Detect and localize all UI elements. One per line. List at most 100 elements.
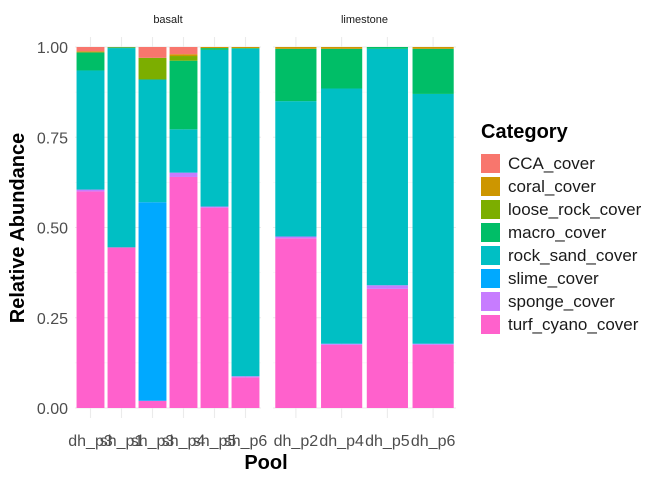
bar-segment-macro_cover — [231, 48, 260, 49]
legend-item-coral_cover: coral_cover — [481, 175, 641, 198]
bar-dh_p2 — [275, 47, 317, 408]
legend-swatch — [481, 292, 500, 311]
bar-segment-CCA_cover — [76, 47, 105, 52]
bar-segment-sponge_cover — [321, 343, 363, 345]
legend-swatch — [481, 200, 500, 219]
bar-segment-macro_cover — [200, 48, 229, 50]
legend-swatch — [481, 223, 500, 242]
bar-segment-turf_cyano_cover — [321, 344, 363, 408]
bar-sh_p4 — [169, 47, 198, 408]
y-axis-title: Relative Abundance — [7, 133, 29, 323]
legend-item-rock_sand_cover: rock_sand_cover — [481, 244, 641, 267]
y-tick-label: 0.00 — [37, 401, 68, 418]
bar-segment-sponge_cover — [275, 236, 317, 239]
bar-sh_p6 — [231, 47, 260, 408]
legend-item-loose_rock_cover: loose_rock_cover — [481, 198, 641, 221]
bar-segment-sponge_cover — [412, 343, 454, 345]
bar-segment-coral_cover — [76, 51, 105, 53]
bar-segment-rock_sand_cover — [138, 79, 167, 203]
legend-label: loose_rock_cover — [508, 199, 642, 219]
x-tick-label: sh_p3 — [131, 433, 175, 450]
bar-segment-rock_sand_cover — [107, 48, 136, 248]
y-tick-label: 0.25 — [37, 311, 68, 328]
x-tick-label: dh_p2 — [274, 433, 319, 450]
bar-segment-turf_cyano_cover — [200, 207, 229, 408]
bar-dh_p5 — [366, 47, 408, 408]
bar-dh_p4 — [321, 47, 363, 408]
bar-segment-loose_rock_cover — [138, 57, 167, 80]
legend-label: sponge_cover — [508, 291, 615, 311]
legend-label: slime_cover — [508, 268, 599, 288]
x-axis-title: Pool — [244, 452, 287, 474]
bar-segment-coral_cover — [169, 54, 198, 57]
bar-segment-rock_sand_cover — [321, 88, 363, 344]
y-tick-label: 0.50 — [37, 221, 68, 238]
bar-dh_p6 — [412, 47, 454, 408]
legend-title: Category — [481, 121, 568, 143]
x-tick-label: sh_p1 — [100, 433, 144, 450]
legend: Category CCA_cover coral_cover loose_rock_… — [481, 121, 641, 336]
legend-item-CCA_cover: CCA_cover — [481, 152, 641, 175]
bar-segment-macro_cover — [107, 47, 136, 49]
bar-segment-rock_sand_cover — [275, 101, 317, 237]
bar-sh_p3 — [138, 47, 167, 408]
legend-label: macro_cover — [508, 222, 607, 242]
bar-segment-sponge_cover — [76, 189, 105, 192]
bar-segment-macro_cover — [412, 48, 454, 94]
bar-segment-turf_cyano_cover — [138, 400, 167, 408]
bar-segment-loose_rock_cover — [169, 56, 198, 61]
facet-strip-label: basalt — [153, 14, 182, 26]
bar-segment-turf_cyano_cover — [169, 176, 198, 408]
bar-segment-sponge_cover — [169, 172, 198, 177]
bar-segment-rock_sand_cover — [200, 49, 229, 207]
legend-swatch — [481, 154, 500, 173]
bar-segment-turf_cyano_cover — [76, 191, 105, 408]
bar-segment-macro_cover — [275, 48, 317, 102]
bar-segment-CCA_cover — [138, 47, 167, 58]
legend-item-slime_cover: slime_cover — [481, 267, 641, 290]
legend-swatch — [481, 315, 500, 334]
legend-label: rock_sand_cover — [508, 245, 638, 265]
x-tick-label: sh_p6 — [224, 433, 268, 450]
bar-segment-coral_cover — [231, 47, 260, 49]
bar-segment-rock_sand_cover — [169, 129, 198, 173]
bar-segment-turf_cyano_cover — [107, 247, 136, 408]
x-tick-label: dh_p5 — [365, 433, 410, 450]
x-tick-label: dh_p6 — [411, 433, 456, 450]
bar-sh_p1 — [107, 47, 136, 408]
bar-segment-rock_sand_cover — [231, 48, 260, 377]
legend-label: turf_cyano_cover — [508, 314, 639, 334]
bar-segment-coral_cover — [200, 47, 229, 49]
legend-swatch — [481, 246, 500, 265]
legend-item-turf_cyano_cover: turf_cyano_cover — [481, 313, 641, 336]
bar-segment-turf_cyano_cover — [275, 238, 317, 408]
y-tick-label: 0.75 — [37, 130, 68, 147]
x-tick-label: dh_p4 — [319, 433, 364, 450]
bar-segment-macro_cover — [321, 48, 363, 89]
bar-segment-coral_cover — [275, 47, 317, 49]
x-tick-label: sh_p4 — [162, 433, 206, 450]
bar-segment-sponge_cover — [366, 285, 408, 289]
bar-segment-turf_cyano_cover — [366, 288, 408, 408]
bar-segment-sponge_cover — [231, 376, 260, 378]
x-tick-label: dh_p3 — [68, 433, 113, 450]
bar-segment-rock_sand_cover — [76, 70, 105, 190]
bar-segment-macro_cover — [366, 47, 408, 49]
legend-label: CCA_cover — [508, 153, 595, 173]
bar-segment-coral_cover — [321, 47, 363, 49]
bar-segment-turf_cyano_cover — [412, 344, 454, 408]
bar-segment-rock_sand_cover — [366, 48, 408, 286]
bar-segment-CCA_cover — [169, 47, 198, 55]
bar-segment-macro_cover — [169, 60, 198, 130]
y-tick-label: 1.00 — [37, 40, 68, 57]
legend-swatch — [481, 177, 500, 196]
bar-segment-sponge_cover — [200, 206, 229, 208]
bar-segment-slime_cover — [138, 202, 167, 401]
bar-segment-turf_cyano_cover — [231, 377, 260, 408]
legend-swatch — [481, 269, 500, 288]
legend-item-macro_cover: macro_cover — [481, 221, 641, 244]
facet-strip-label: limestone — [341, 14, 388, 26]
